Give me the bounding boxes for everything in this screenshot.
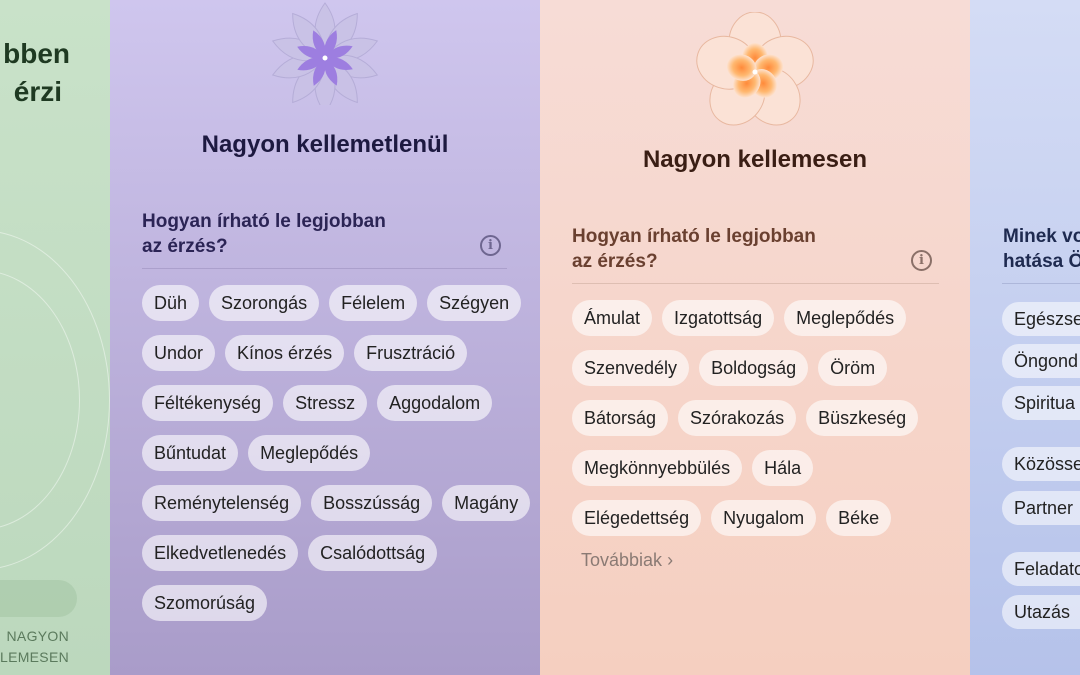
association-chip[interactable]: Feladato <box>1002 552 1080 586</box>
association-chip[interactable]: Egészse <box>1002 302 1080 336</box>
question-heading: Hogyan írható le legjobban az érzés? <box>572 226 816 272</box>
emotion-chip[interactable]: Ámulat <box>572 300 653 336</box>
associations-panel: Minek vo hatása Ö Egészse Öngond Spiritua Kö… <box>970 0 1080 675</box>
left-title-line: bben <box>3 38 70 69</box>
emotion-chip[interactable]: Büszkeség <box>806 400 919 436</box>
divider <box>142 268 507 269</box>
emotion-chip[interactable]: Frusztráció <box>354 335 468 371</box>
emotion-chip[interactable]: Boldogság <box>699 350 809 386</box>
association-chip[interactable]: Partner <box>1002 491 1080 525</box>
emotion-chip[interactable]: Elégedettség <box>572 500 702 536</box>
emotion-chip[interactable]: Megkönnyebbülés <box>572 450 743 486</box>
emotion-chip[interactable]: Undor <box>142 335 216 371</box>
emotion-chip[interactable]: Szenvedély <box>572 350 690 386</box>
info-circle-icon[interactable]: i <box>480 235 501 256</box>
emotion-chip[interactable]: Izgatottság <box>662 300 775 336</box>
association-chip[interactable]: Utazás <box>1002 595 1080 629</box>
scale-label: LEMESEN <box>0 649 69 665</box>
scale-label: NAGYON <box>6 628 69 644</box>
association-chip[interactable]: Közösse <box>1002 447 1080 481</box>
pleasant-panel: Nagyon kellemesen Hogyan írható le legjo… <box>540 0 970 675</box>
emotion-chip[interactable]: Meglepődés <box>248 435 371 471</box>
emotion-chip[interactable]: Kínos érzés <box>225 335 345 371</box>
emotion-chip[interactable]: Szorongás <box>209 285 320 321</box>
unpleasant-panel: Nagyon kellemetlenül Hogyan írható le le… <box>110 0 540 675</box>
divider <box>572 283 939 284</box>
emotion-chip[interactable]: Szórakozás <box>678 400 797 436</box>
emotion-chip[interactable]: Szomorúság <box>142 585 268 621</box>
pleasant-flower-icon <box>696 12 814 126</box>
emotion-chip[interactable]: Reménytelenség <box>142 485 302 521</box>
emotion-chip[interactable]: Féltékenység <box>142 385 274 421</box>
emotion-chip[interactable]: Aggodalom <box>377 385 493 421</box>
emotion-chip[interactable]: Félelem <box>329 285 418 321</box>
emotion-chip[interactable]: Magány <box>442 485 531 521</box>
divider <box>1002 283 1080 284</box>
left-title-line: érzi <box>13 76 62 107</box>
info-circle-icon[interactable]: i <box>911 250 932 271</box>
emotion-chip[interactable]: Bátorság <box>572 400 669 436</box>
emotion-chip[interactable]: Szégyen <box>427 285 522 321</box>
emotion-chip[interactable]: Düh <box>142 285 200 321</box>
emotion-chip[interactable]: Hála <box>752 450 814 486</box>
emotion-chip[interactable]: Stressz <box>283 385 368 421</box>
left-panel: bben érzi NAGYON LEMESEN <box>0 0 110 675</box>
emotion-chip[interactable]: Bosszússág <box>311 485 433 521</box>
unpleasant-flower-icon <box>271 2 379 105</box>
emotion-chip[interactable]: Bűntudat <box>142 435 239 471</box>
association-chip[interactable]: Öngond <box>1002 344 1080 378</box>
panel-title: Nagyon kellemesen <box>642 146 868 173</box>
emotion-chip[interactable]: Elkedvetlenedés <box>142 535 299 571</box>
question-heading: Hogyan írható le legjobban az érzés? <box>142 211 386 257</box>
emotion-chip-list: Ámulat Izgatottság Meglepődés Szenvedély Bol… <box>572 300 952 536</box>
panel-title: Nagyon kellemetlenül <box>201 131 449 158</box>
more-button[interactable]: Továbbiak › <box>581 550 674 570</box>
question-heading: Minek vo hatása Ö <box>1003 226 1080 272</box>
association-chip[interactable]: Spiritua <box>1002 386 1080 420</box>
emotion-chip[interactable]: Csalódottság <box>308 535 438 571</box>
emotion-chip[interactable]: Béke <box>826 500 892 536</box>
emotion-chip[interactable]: Öröm <box>818 350 888 386</box>
chevron-right-icon: › <box>667 550 674 570</box>
emotion-chip[interactable]: Meglepődés <box>784 300 907 336</box>
emotion-chip[interactable]: Nyugalom <box>711 500 817 536</box>
emotion-chip-list: Düh Szorongás Félelem Szégyen Undor Kínos érz… <box>142 285 532 621</box>
mood-slider[interactable] <box>0 580 77 617</box>
